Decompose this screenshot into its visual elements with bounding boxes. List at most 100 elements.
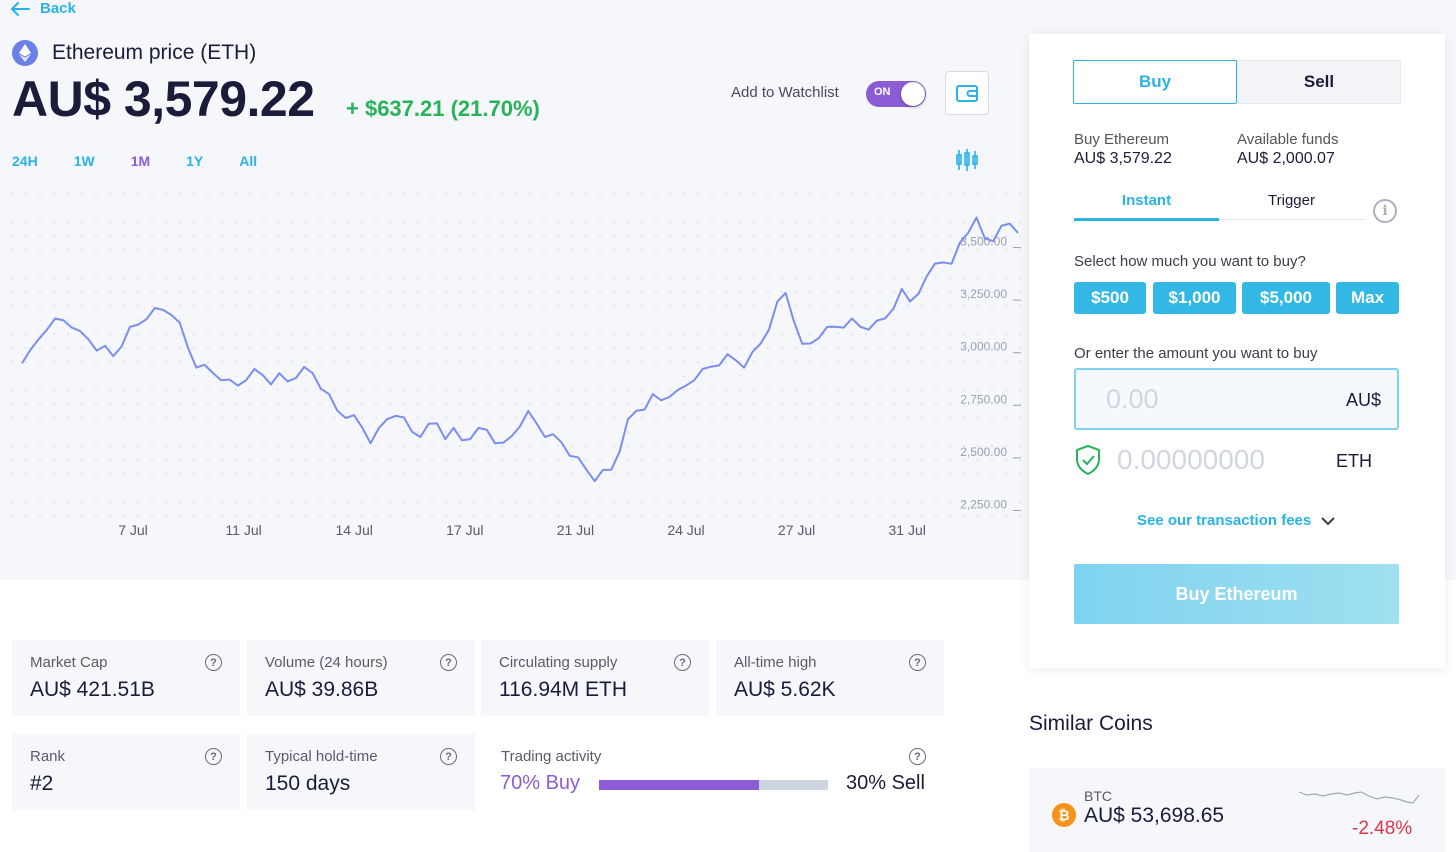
stat-rank: Rank ? #2 xyxy=(12,734,240,810)
toggle-on-label: ON xyxy=(874,86,891,98)
stat-volume: Volume (24 hours) ? AU$ 39.86B xyxy=(247,640,475,716)
amount-placeholder: 0.00 xyxy=(1106,384,1159,414)
trading-buy-percent: 70% Buy xyxy=(500,772,581,794)
shield-check-icon xyxy=(1076,444,1100,476)
y-tick-label: 3,250.00 xyxy=(960,287,1007,301)
amount-currency: AU$ xyxy=(1345,390,1381,410)
available-funds-info: Available funds AU$ 2,000.07 xyxy=(1237,131,1338,168)
tab-trigger[interactable]: Trigger xyxy=(1219,192,1364,220)
stat-value: AU$ 39.86B xyxy=(265,678,379,701)
stat-value: 150 days xyxy=(265,772,351,795)
help-icon[interactable]: ? xyxy=(440,748,457,765)
range-tab-1w[interactable]: 1W xyxy=(73,153,95,169)
tab-buy[interactable]: Buy xyxy=(1073,60,1237,104)
coin-sparkline xyxy=(1298,791,1420,804)
page-title: Ethereum price (ETH) xyxy=(52,41,257,64)
select-amount-label: Select how much you want to buy? xyxy=(1074,253,1306,270)
tab-instant[interactable]: Instant xyxy=(1074,192,1219,221)
range-tab-all[interactable]: All xyxy=(239,153,258,169)
stat-trading-activity: Trading activity ? xyxy=(481,734,944,810)
arrow-left-icon xyxy=(11,1,30,16)
buy-ethereum-button[interactable]: Buy Ethereum xyxy=(1074,564,1399,624)
back-label: Back xyxy=(40,0,76,17)
y-tick-label: 2,250.00 xyxy=(960,497,1007,511)
stat-label: Trading activity xyxy=(501,748,602,765)
price-chart[interactable]: 3,500.003,250.003,000.002,750.002,500.00… xyxy=(0,180,1030,550)
x-tick-label: 7 Jul xyxy=(118,522,148,538)
transaction-fees-link[interactable]: See our transaction fees xyxy=(1137,512,1335,529)
amount-input[interactable]: 0.00 AU$ xyxy=(1074,368,1399,430)
x-tick-label: 27 Jul xyxy=(778,522,815,538)
x-tick-label: 14 Jul xyxy=(336,522,373,538)
range-tab-1m[interactable]: 1M xyxy=(130,153,151,169)
stat-label: Rank xyxy=(30,748,66,765)
toggle-knob xyxy=(901,82,925,106)
ethereum-logo-icon xyxy=(12,40,38,66)
help-icon[interactable]: ? xyxy=(440,654,457,671)
quick-amount-1000[interactable]: $1,000 xyxy=(1153,282,1236,314)
trading-activity-bar xyxy=(599,780,828,790)
back-link[interactable]: Back xyxy=(10,0,76,17)
stat-market-cap: Market Cap ? AU$ 421.51B xyxy=(12,640,240,716)
enter-amount-label: Or enter the amount you want to buy xyxy=(1074,345,1318,362)
help-icon[interactable]: ? xyxy=(674,654,691,671)
wallet-button[interactable] xyxy=(945,71,989,115)
stat-value: AU$ 421.51B xyxy=(30,678,155,701)
similar-coin-card-btc[interactable]: ₿ BTC AU$ 53,698.65 -2.48% xyxy=(1029,768,1445,852)
chevron-down-icon xyxy=(1321,516,1335,525)
candlestick-chart-icon[interactable] xyxy=(955,148,979,177)
chart-grid xyxy=(11,193,1021,517)
quick-amount-max[interactable]: Max xyxy=(1336,282,1399,314)
eth-amount-row: 0.00000000 ETH xyxy=(1074,444,1399,484)
help-icon[interactable]: ? xyxy=(909,654,926,671)
stat-label: Volume (24 hours) xyxy=(265,654,388,671)
x-tick-label: 17 Jul xyxy=(446,522,483,538)
info-icon[interactable]: i xyxy=(1373,199,1397,223)
x-tick-label: 24 Jul xyxy=(667,522,704,538)
help-icon[interactable]: ? xyxy=(205,654,222,671)
stat-label: Market Cap xyxy=(30,654,108,671)
x-tick-label: 11 Jul xyxy=(225,522,261,538)
trading-buy-fill xyxy=(599,780,760,790)
coin-symbol: BTC xyxy=(1084,788,1112,804)
fees-label: See our transaction fees xyxy=(1137,512,1312,529)
stat-value: 116.94M ETH xyxy=(499,678,627,701)
help-icon[interactable]: ? xyxy=(205,748,222,765)
bitcoin-logo-icon: ₿ xyxy=(1052,803,1076,827)
coin-change: -2.48% xyxy=(1352,818,1413,839)
stat-label: Circulating supply xyxy=(499,654,618,671)
y-tick-label: 2,750.00 xyxy=(960,392,1007,406)
eth-amount-value: 0.00000000 xyxy=(1117,444,1265,475)
funds-value: AU$ 2,000.07 xyxy=(1237,150,1335,167)
stat-value: AU$ 5.62K xyxy=(734,678,836,701)
stat-label: All-time high xyxy=(734,654,817,671)
watchlist-toggle[interactable]: ON xyxy=(866,81,926,107)
stat-circulating-supply: Circulating supply ? 116.94M ETH xyxy=(481,640,709,716)
quick-amount-500[interactable]: $500 xyxy=(1074,282,1146,314)
trading-sell-percent: 30% Sell xyxy=(846,772,925,794)
range-tab-24h[interactable]: 24H xyxy=(12,153,38,169)
x-tick-label: 21 Jul xyxy=(557,522,594,538)
help-icon[interactable]: ? xyxy=(909,748,926,765)
tab-sell[interactable]: Sell xyxy=(1237,60,1401,104)
similar-coins-title: Similar Coins xyxy=(1029,712,1153,735)
watchlist-label: Add to Watchlist xyxy=(731,84,839,101)
funds-label: Available funds xyxy=(1237,131,1339,148)
buy-price-info: Buy Ethereum AU$ 3,579.22 xyxy=(1074,131,1172,168)
wallet-icon xyxy=(956,85,978,102)
buy-price-label: Buy Ethereum xyxy=(1074,131,1170,148)
current-price: AU$ 3,579.22 xyxy=(12,71,315,127)
buy-price-value: AU$ 3,579.22 xyxy=(1074,150,1172,167)
price-change: + $637.21 (21.70%) xyxy=(346,96,540,121)
stat-hold-time: Typical hold-time ? 150 days xyxy=(247,734,475,810)
time-range-selector: 24H 1W 1M 1Y All xyxy=(12,153,293,169)
stat-label: Typical hold-time xyxy=(265,748,378,765)
quick-amount-5000[interactable]: $5,000 xyxy=(1242,282,1330,314)
stat-all-time-high: All-time high ? AU$ 5.62K xyxy=(716,640,944,716)
y-tick-label: 2,500.00 xyxy=(960,445,1007,459)
coin-title-row: Ethereum price (ETH) xyxy=(12,40,256,66)
coin-price: AU$ 53,698.65 xyxy=(1084,804,1225,827)
stat-value: #2 xyxy=(30,772,54,795)
range-tab-1y[interactable]: 1Y xyxy=(186,153,204,169)
price-series-line xyxy=(21,216,1019,483)
